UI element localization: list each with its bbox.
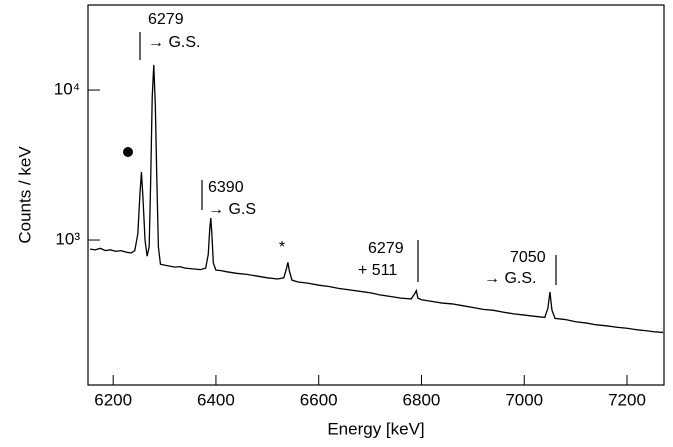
annotation: → G.S. — [484, 270, 536, 287]
annotation: → G.S. — [148, 34, 200, 51]
annotation: 6279 — [148, 11, 184, 28]
x-tick-label: 6600 — [300, 390, 338, 409]
y-tick-label: 10³ — [55, 230, 80, 249]
annotation: + 511 — [358, 262, 397, 279]
peak-marker — [123, 147, 133, 157]
annotation-markers — [139, 32, 557, 285]
x-tick-label: 6400 — [197, 390, 235, 409]
y-axis-title: Counts / keV — [15, 146, 34, 244]
annotation: * — [279, 239, 285, 256]
plot-frame — [87, 4, 665, 386]
annotation: 6390 — [208, 179, 244, 196]
x-axis-title: Energy [keV] — [327, 419, 424, 438]
y-tick-label: 10⁴ — [54, 80, 80, 99]
annotation: 6279 — [368, 240, 404, 257]
spectrum-line — [89, 64, 664, 334]
annotation: 7050 — [510, 249, 546, 266]
x-tick-label: 7200 — [608, 390, 646, 409]
x-tick-label: 7000 — [505, 390, 543, 409]
x-tick-label: 6800 — [403, 390, 441, 409]
x-tick-label: 6200 — [94, 390, 132, 409]
annotation: → G.S — [208, 201, 256, 218]
